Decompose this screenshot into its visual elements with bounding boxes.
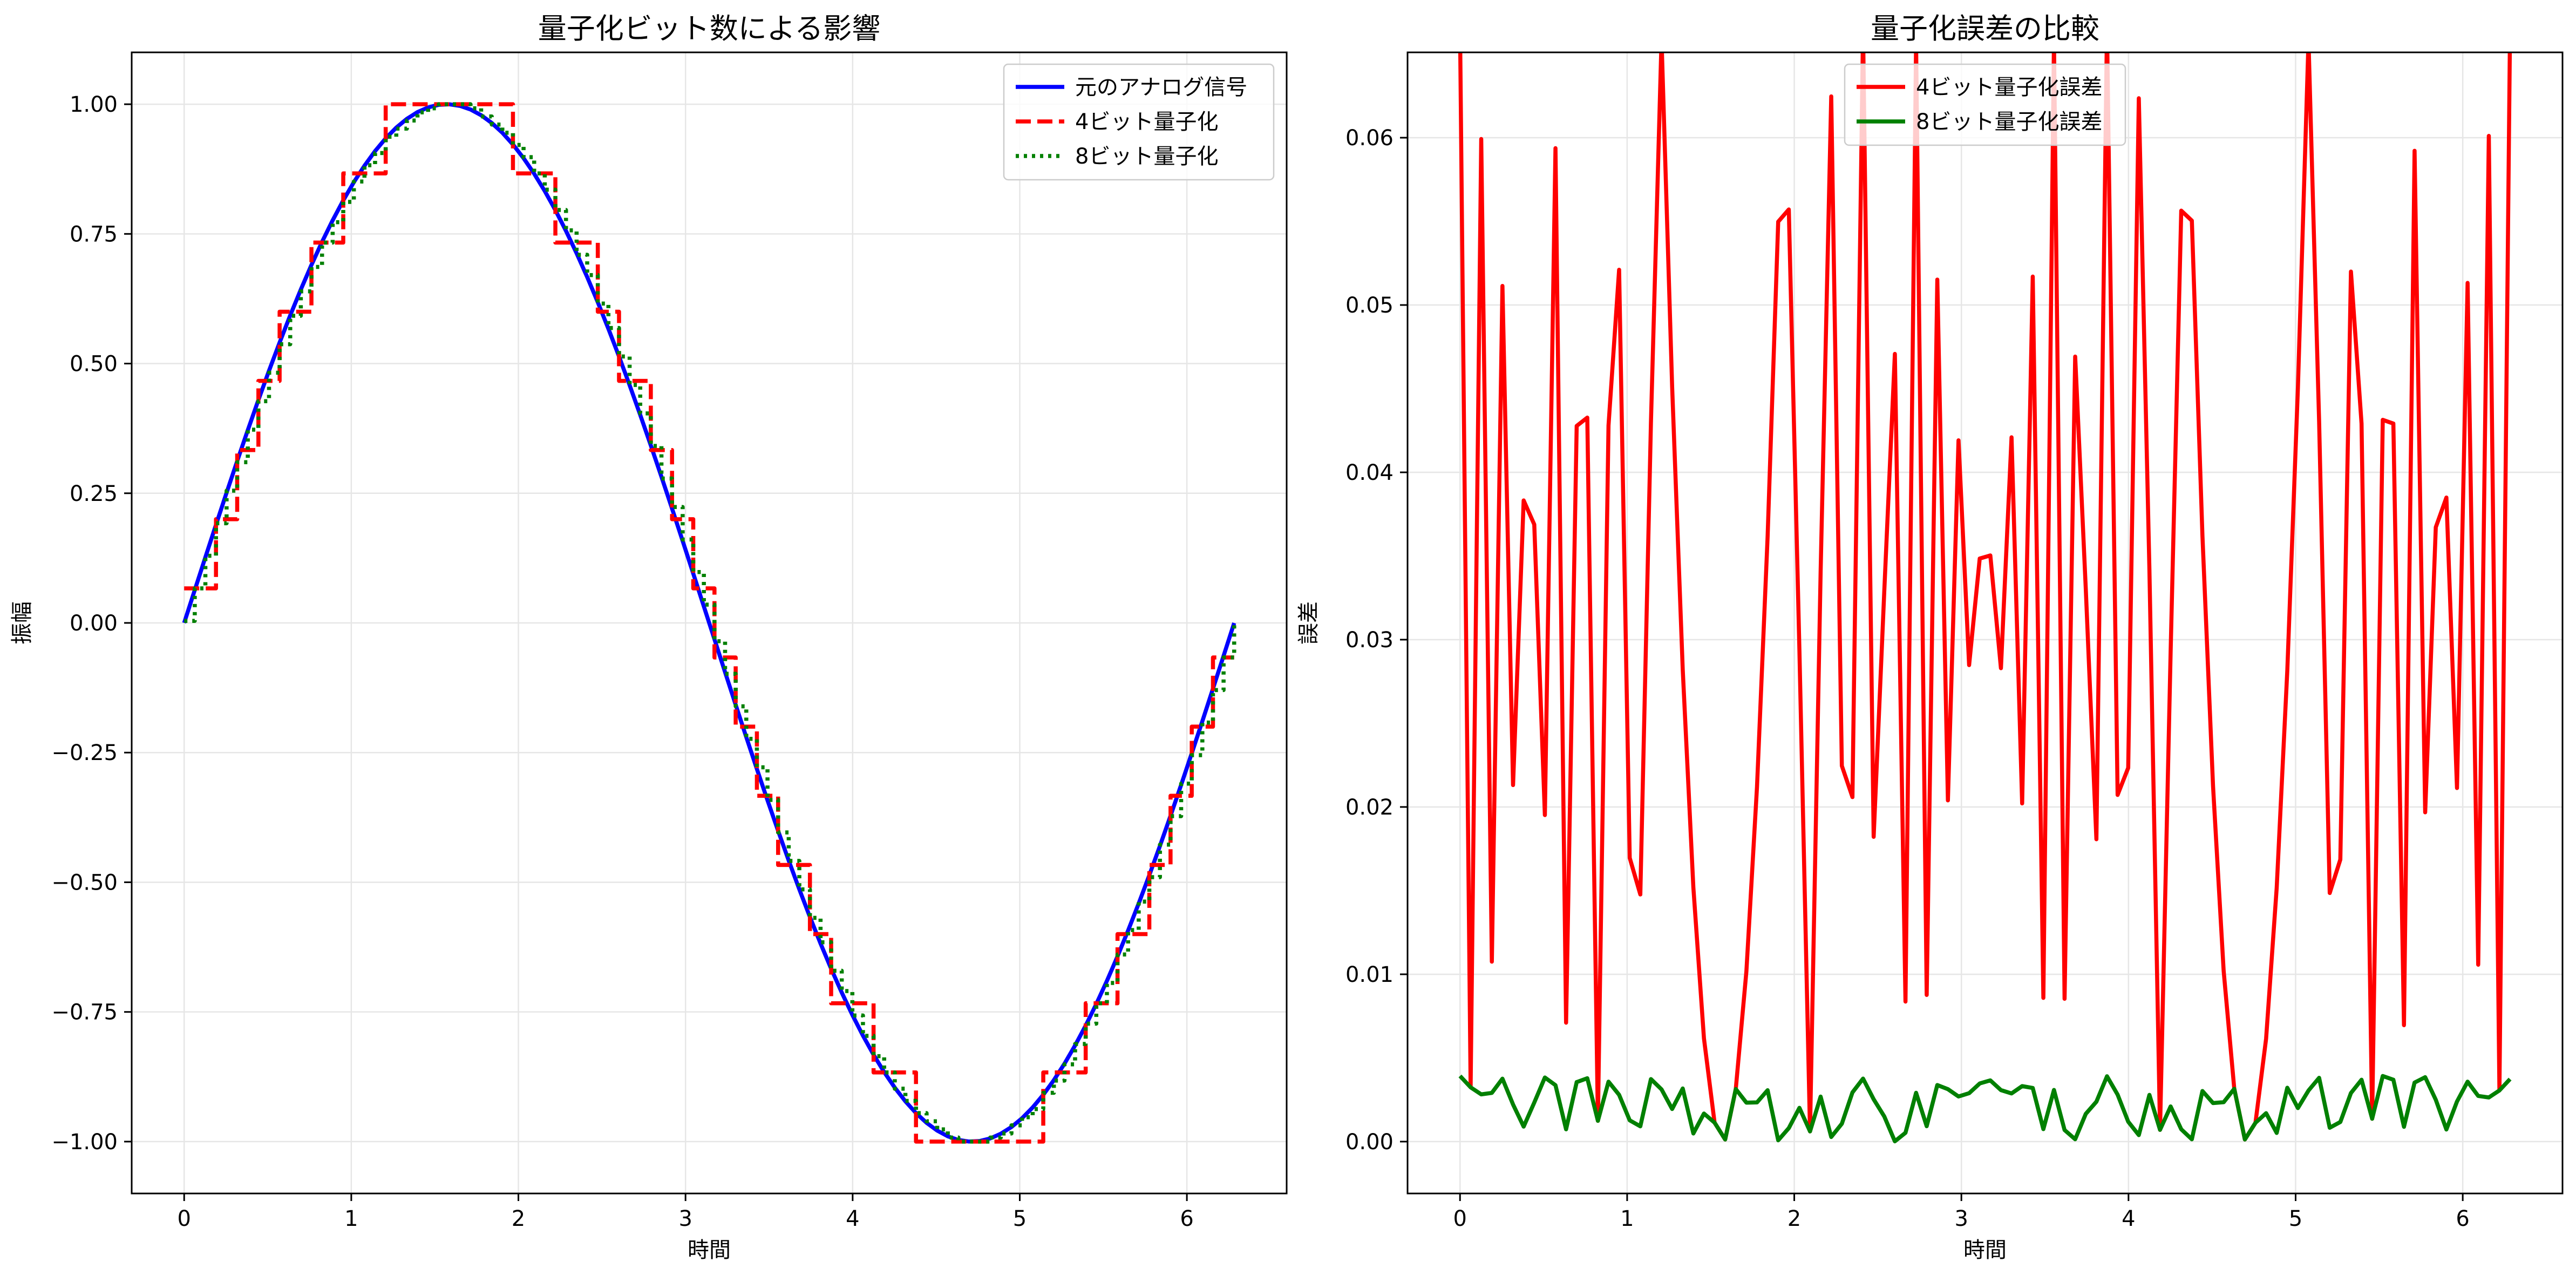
y-axis-label: 誤差 bbox=[1296, 601, 1321, 645]
y-tick-label: 0.75 bbox=[70, 222, 118, 247]
x-tick-label: 4 bbox=[846, 1206, 859, 1231]
x-tick-label: 2 bbox=[1787, 1206, 1801, 1231]
legend: 4ビット量子化誤差 8ビット量子化誤差 bbox=[1844, 63, 2126, 146]
x-tick-label: 0 bbox=[1453, 1206, 1467, 1231]
x-axis-label: 時間 bbox=[688, 1238, 731, 1263]
x-tick-label: 5 bbox=[1013, 1206, 1027, 1231]
series-line-1 bbox=[184, 102, 1234, 1144]
y-tick-label: 0.05 bbox=[1345, 293, 1394, 318]
series-group bbox=[1458, 52, 2512, 1144]
y-tick-label: 0.04 bbox=[1345, 460, 1394, 485]
ticks: 0 1 2 3 4 5 6 −1.00 −0.75 −0.50 −0.25 0.00 0.25 0.50 0… bbox=[51, 92, 1193, 1231]
x-tick-label: 2 bbox=[512, 1206, 525, 1231]
y-tick-label: 0.25 bbox=[70, 481, 118, 506]
y-axis-label: 振幅 bbox=[10, 601, 35, 645]
y-tick-label: 0.06 bbox=[1345, 126, 1394, 151]
x-tick-label: 5 bbox=[2289, 1206, 2302, 1231]
y-tick-label: 0.00 bbox=[70, 611, 118, 636]
axes-frame bbox=[1406, 51, 2564, 1195]
x-tick-label: 3 bbox=[1954, 1206, 1968, 1231]
x-tick-label: 6 bbox=[2456, 1206, 2469, 1231]
grid bbox=[132, 52, 1287, 1193]
x-tick-label: 1 bbox=[344, 1206, 358, 1231]
legend-label: 4ビット量子化誤差 bbox=[1916, 75, 2102, 100]
series-line-0 bbox=[1458, 52, 2512, 1142]
x-tick-label: 0 bbox=[178, 1206, 191, 1231]
y-tick-label: −1.00 bbox=[51, 1130, 118, 1155]
y-tick-label: 1.00 bbox=[70, 92, 118, 117]
series-line-2 bbox=[184, 102, 1236, 1144]
legend-label: 4ビット量子化 bbox=[1075, 110, 1218, 134]
y-tick-label: −0.25 bbox=[51, 741, 118, 765]
amplitude-chart-panel: 0 1 2 3 4 5 6 −1.00 −0.75 −0.50 −0.25 0.00 0.25 0.50 0… bbox=[10, 12, 1288, 1263]
x-tick-label: 3 bbox=[678, 1206, 692, 1231]
y-tick-label: 0.00 bbox=[1345, 1130, 1394, 1155]
legend: 元のアナログ信号 4ビット量子化 8ビット量子化 bbox=[1003, 63, 1275, 181]
grid bbox=[1408, 52, 2563, 1193]
x-tick-label: 6 bbox=[1180, 1206, 1193, 1231]
x-tick-label: 4 bbox=[2122, 1206, 2135, 1231]
y-tick-label: −0.75 bbox=[51, 1000, 118, 1025]
legend-label: 8ビット量子化 bbox=[1075, 144, 1218, 169]
legend-label: 8ビット量子化誤差 bbox=[1916, 110, 2102, 134]
x-tick-label: 1 bbox=[1620, 1206, 1634, 1231]
legend-box bbox=[1003, 63, 1275, 181]
y-tick-label: 0.03 bbox=[1345, 628, 1394, 653]
ticks: 0 1 2 3 4 5 6 0.00 0.01 0.02 0.03 0.04 0.05 0.06 bbox=[1345, 126, 2470, 1231]
error-chart-panel: 0 1 2 3 4 5 6 0.00 0.01 0.02 0.03 0.04 0.05 0.06 時間 誤差 量… bbox=[1296, 12, 2564, 1263]
legend-label: 元のアナログ信号 bbox=[1075, 75, 1247, 100]
chart-title: 量子化ビット数による影響 bbox=[538, 12, 880, 45]
y-tick-label: 0.50 bbox=[70, 352, 118, 377]
y-tick-label: 0.01 bbox=[1345, 962, 1394, 987]
series-group bbox=[182, 102, 1236, 1144]
y-tick-label: −0.50 bbox=[51, 870, 118, 895]
series-line-1 bbox=[1458, 1074, 2512, 1144]
legend-box bbox=[1844, 63, 2126, 146]
x-axis-label: 時間 bbox=[1963, 1238, 2007, 1263]
chart-title: 量子化誤差の比較 bbox=[1871, 12, 2099, 45]
y-tick-label: 0.02 bbox=[1345, 795, 1394, 820]
